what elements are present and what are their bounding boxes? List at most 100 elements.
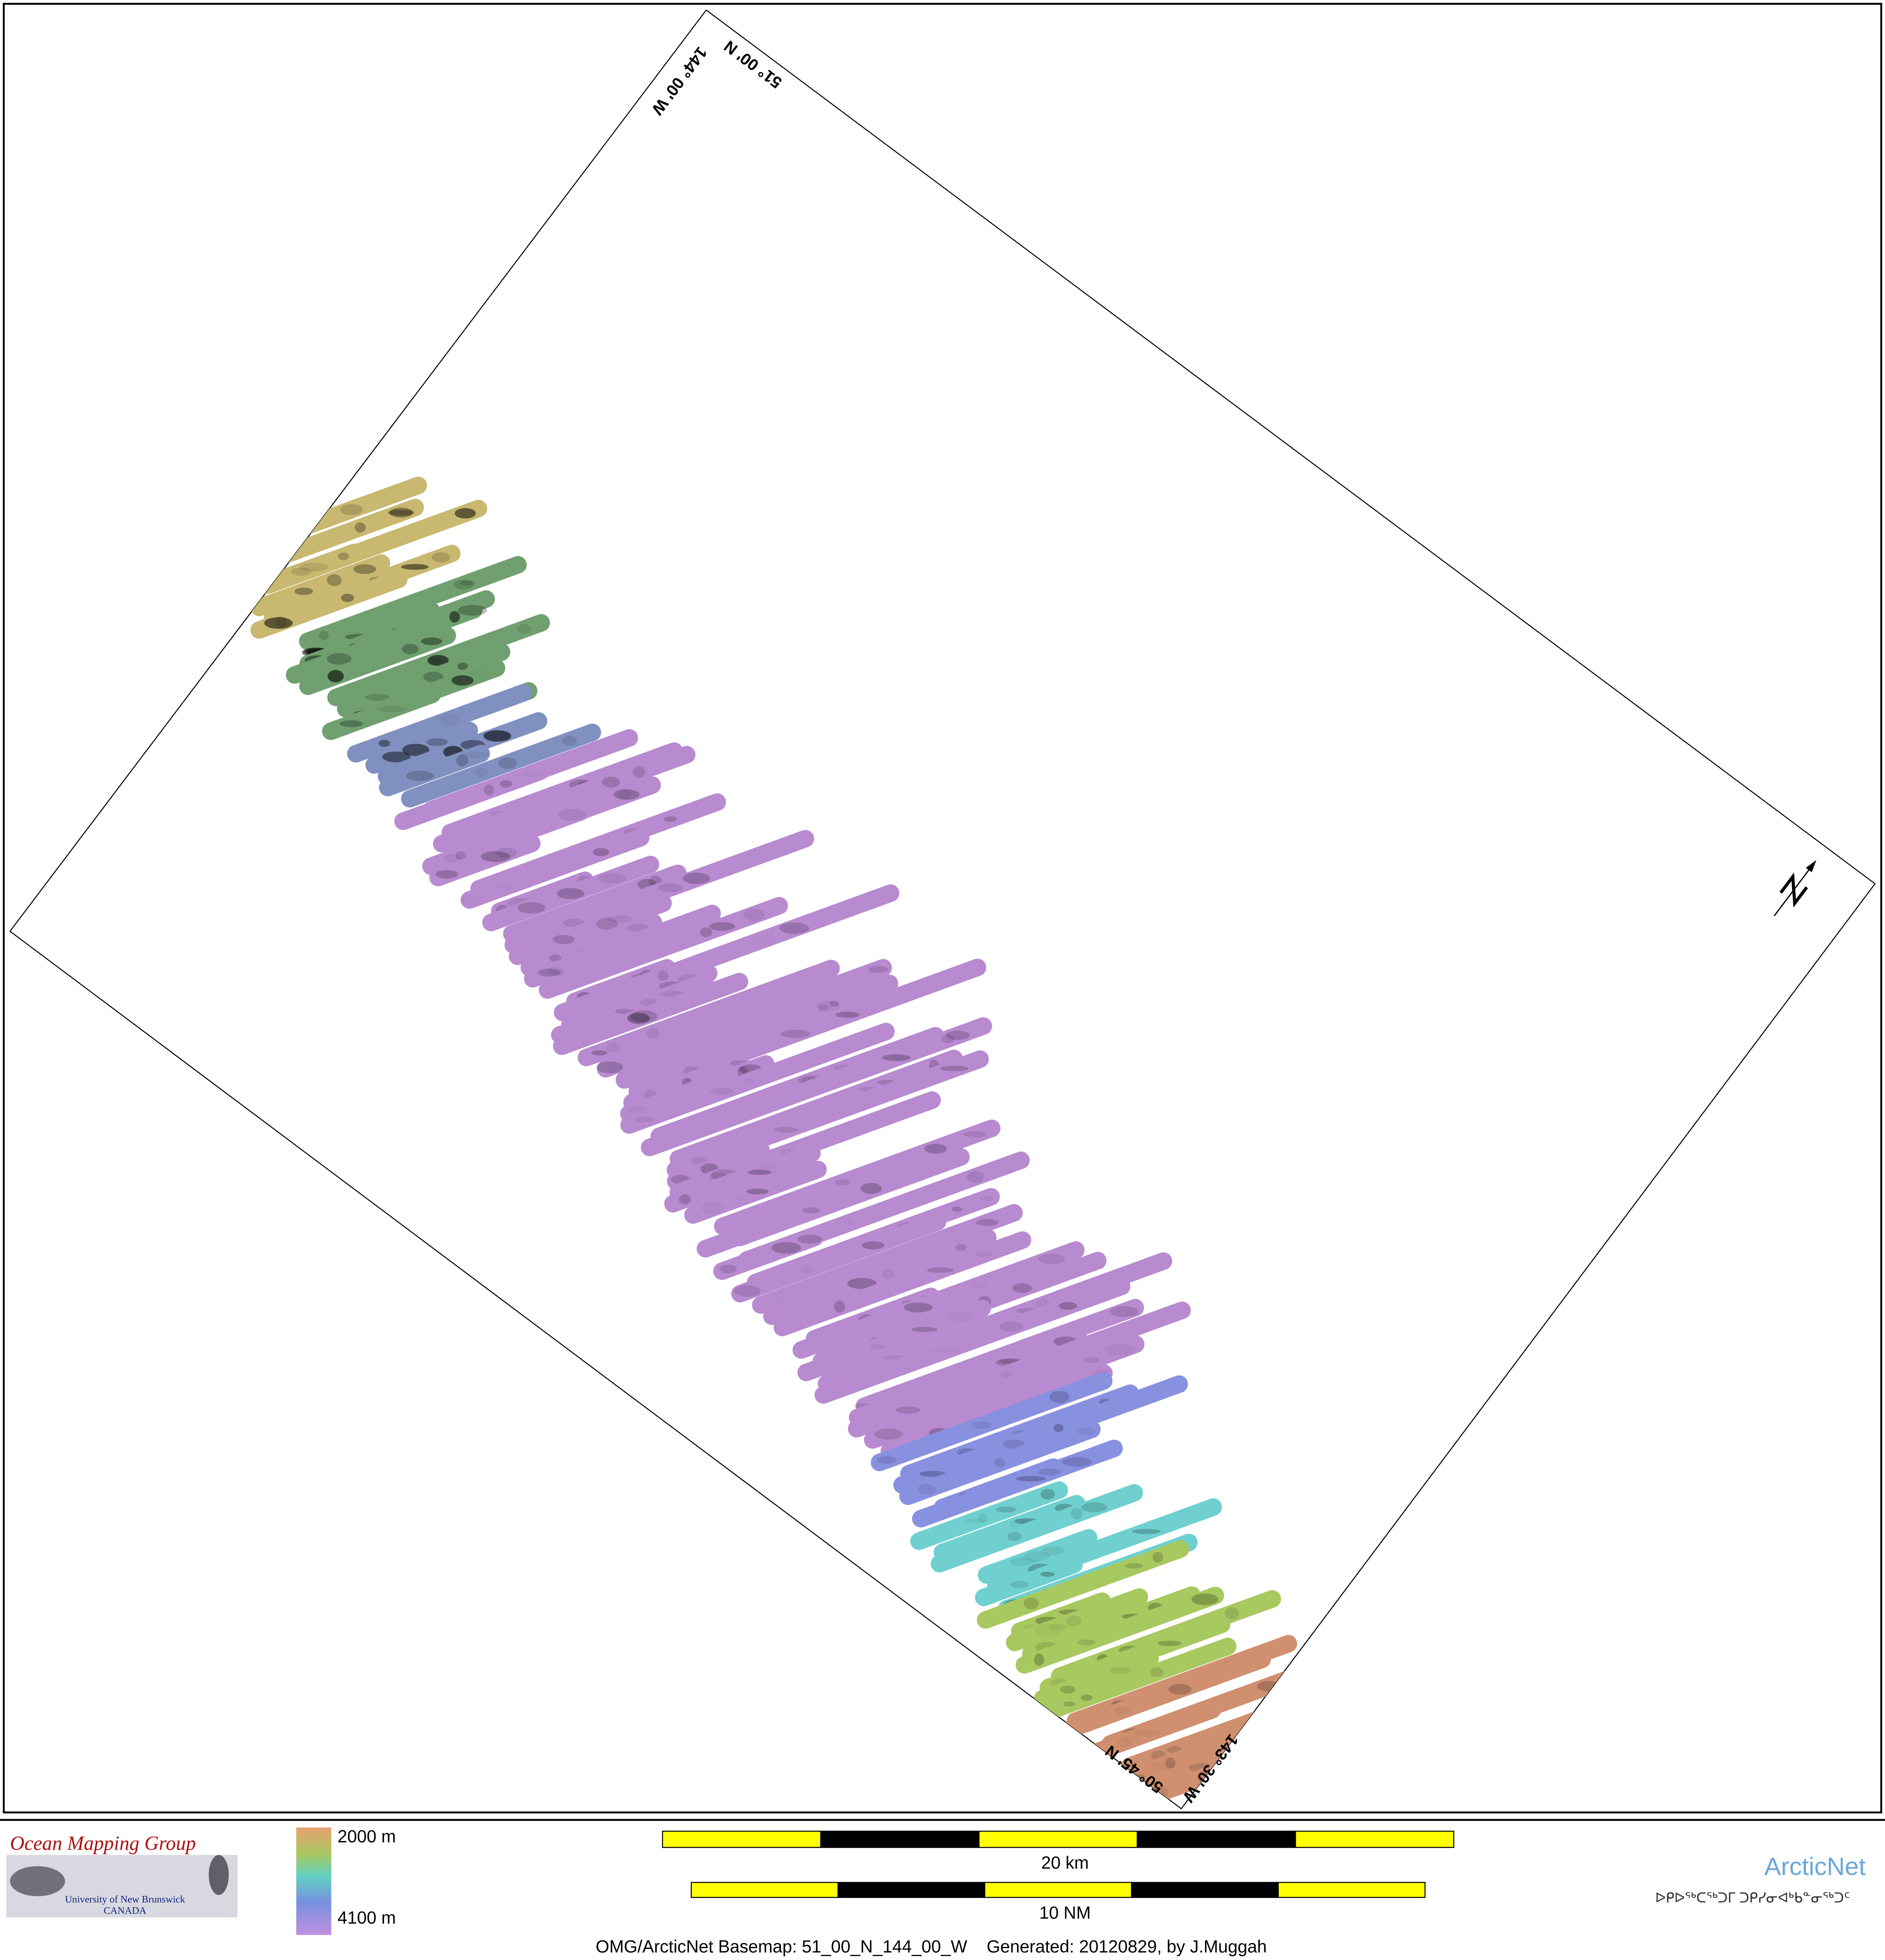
- swath-shade: [319, 630, 329, 641]
- swath-shade: [1225, 1607, 1239, 1620]
- swath-shade: [941, 1034, 955, 1043]
- swath-shade: [439, 714, 459, 726]
- swath-shade: [752, 934, 776, 944]
- swath-shade: [517, 624, 531, 634]
- scale-segment: [837, 1882, 985, 1898]
- swath-line: [623, 1054, 750, 1111]
- swath-line: [797, 1300, 991, 1382]
- swath-line: [871, 1372, 1113, 1471]
- swath-line: [1052, 1650, 1271, 1741]
- swath-line: [504, 830, 814, 954]
- logo-subtitle: ᐅᑭᐅᖅᑕᖅᑐᒥ ᑐᑭᓯᓂᐊᒃᑲᓐᓂᖅᑐᑦ: [1655, 1890, 1850, 1905]
- swath-shade: [455, 851, 466, 860]
- swath-shade: [700, 927, 713, 937]
- swath-shade: [1132, 1529, 1161, 1534]
- swath-shade: [382, 751, 411, 762]
- bathymetry-swath: [197, 476, 1359, 1809]
- swath-shade: [774, 1126, 798, 1133]
- swath-shade: [875, 1428, 903, 1440]
- map-border: [3, 3, 1882, 1814]
- swath-shade: [340, 504, 363, 516]
- scale-segment: [1136, 1830, 1296, 1848]
- swath-shade: [1071, 1508, 1083, 1520]
- swath-line: [394, 762, 549, 830]
- swath-line: [930, 1484, 1143, 1573]
- swath-line: [429, 834, 541, 886]
- swath-shade: [593, 848, 609, 856]
- swath-shade: [1165, 1757, 1176, 1769]
- swath-shade: [606, 1042, 621, 1053]
- swath-line: [975, 1556, 1083, 1607]
- swath-shade: [402, 744, 429, 756]
- logo-line: CANADA: [104, 1905, 147, 1916]
- swath-shade: [472, 667, 495, 679]
- swath-shade: [748, 1170, 771, 1175]
- swath-shade: [996, 1506, 1017, 1513]
- swath-shade: [876, 1456, 896, 1464]
- swath-shade: [630, 1010, 658, 1023]
- swath-shade: [1077, 1639, 1096, 1646]
- scale-label: 20 km: [1041, 1853, 1089, 1873]
- swath-shade: [911, 1327, 938, 1332]
- scale-segment: [690, 1882, 839, 1898]
- swath-shade: [378, 740, 390, 747]
- swath-line: [553, 973, 749, 1055]
- swath-line: [554, 884, 900, 1021]
- swath-shade: [1049, 1391, 1070, 1403]
- swath-line: [322, 685, 441, 740]
- swath-line: [814, 1278, 1131, 1404]
- swath-shade: [1038, 1468, 1061, 1476]
- swath-shade: [829, 1001, 839, 1007]
- swath-shade: [931, 1347, 960, 1354]
- swath-shade: [972, 1282, 987, 1288]
- swath-line: [696, 1161, 930, 1258]
- swath-line: [714, 1119, 1001, 1235]
- swath-shade: [730, 1195, 747, 1201]
- swath-shade: [634, 1116, 654, 1123]
- swath-shade: [1109, 1667, 1131, 1674]
- swath-shade: [1150, 1667, 1164, 1677]
- swath-shade: [558, 809, 586, 821]
- swath-shade: [1117, 1737, 1131, 1747]
- swath-shade: [658, 883, 683, 892]
- swath-shade: [291, 567, 312, 576]
- scale-segment: [662, 1830, 821, 1848]
- scale-segment: [1131, 1882, 1279, 1898]
- swath-shade: [458, 605, 487, 616]
- north-arrow: [1773, 860, 1817, 917]
- legend-label: 2000 m: [338, 1827, 396, 1847]
- swath-shade: [627, 1012, 650, 1024]
- swath-shade: [1048, 1624, 1067, 1630]
- swath-shade: [389, 508, 413, 518]
- swath-shade: [517, 902, 545, 914]
- swath-shade: [1062, 1727, 1074, 1733]
- swath-shade: [1270, 1735, 1296, 1741]
- swath-line: [337, 643, 510, 718]
- swath-shade: [365, 694, 390, 701]
- swath-shade: [1023, 1551, 1051, 1562]
- swath-shade: [999, 1321, 1023, 1332]
- swath-shade: [966, 1171, 985, 1183]
- swath-shade: [354, 522, 366, 533]
- swath-shade: [538, 969, 561, 977]
- swath-shade: [868, 966, 889, 973]
- swath-shade: [1259, 1746, 1289, 1757]
- scale-bars: [662, 1830, 1454, 1898]
- swath-shade: [926, 1267, 954, 1273]
- swath-line: [551, 973, 713, 1044]
- swath-shade: [746, 1188, 769, 1195]
- swath-shade: [940, 1066, 969, 1072]
- swath-shade: [591, 1050, 607, 1056]
- swath-shade: [496, 847, 516, 858]
- swath-shade: [720, 1264, 737, 1274]
- swath-shade: [260, 535, 275, 546]
- swath-line: [763, 1229, 997, 1325]
- swath-shade: [683, 872, 710, 884]
- swath-line: [977, 1529, 1098, 1584]
- swath-line: [1044, 1637, 1236, 1719]
- swath-shade: [658, 970, 669, 981]
- swath-shade: [1157, 1641, 1182, 1646]
- swath-shade: [333, 726, 345, 731]
- swath-line: [597, 959, 892, 1078]
